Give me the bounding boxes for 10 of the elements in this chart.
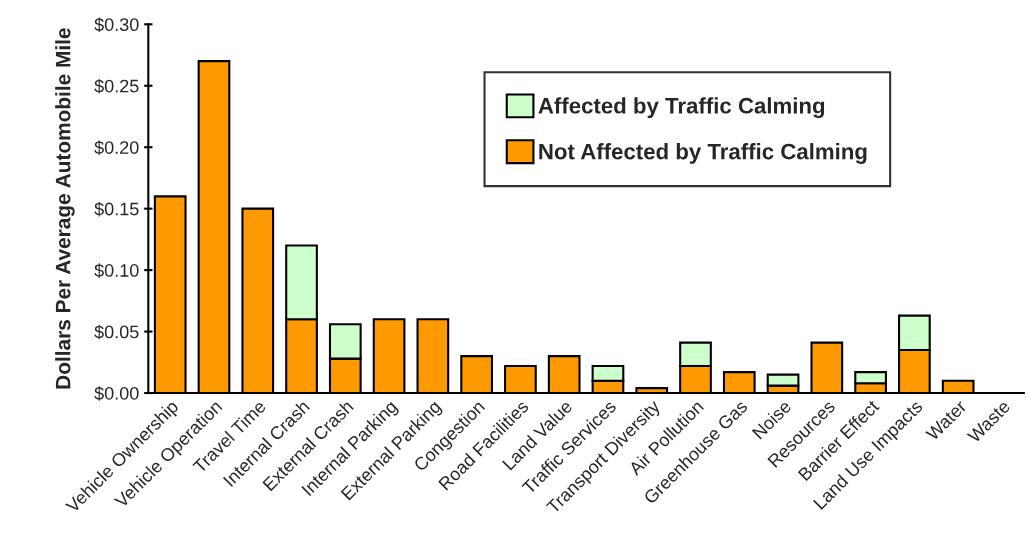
legend-label: Affected by Traffic Calming — [538, 97, 825, 119]
legend-label: Not Affected by Traffic Calming — [539, 143, 867, 164]
y-tick-label: $0.30 — [94, 17, 139, 33]
y-tick-label: $0.00 — [94, 386, 139, 401]
y-tick-label: $0.05 — [94, 324, 139, 340]
y-tick-label: $0.20 — [94, 140, 139, 155]
y-axis-title: Dollars Per Average Automobile Mile — [55, 28, 75, 389]
y-tick-label: $0.15 — [94, 201, 139, 217]
y-tick-label: $0.10 — [94, 263, 139, 278]
y-tick-label: $0.25 — [94, 78, 139, 94]
